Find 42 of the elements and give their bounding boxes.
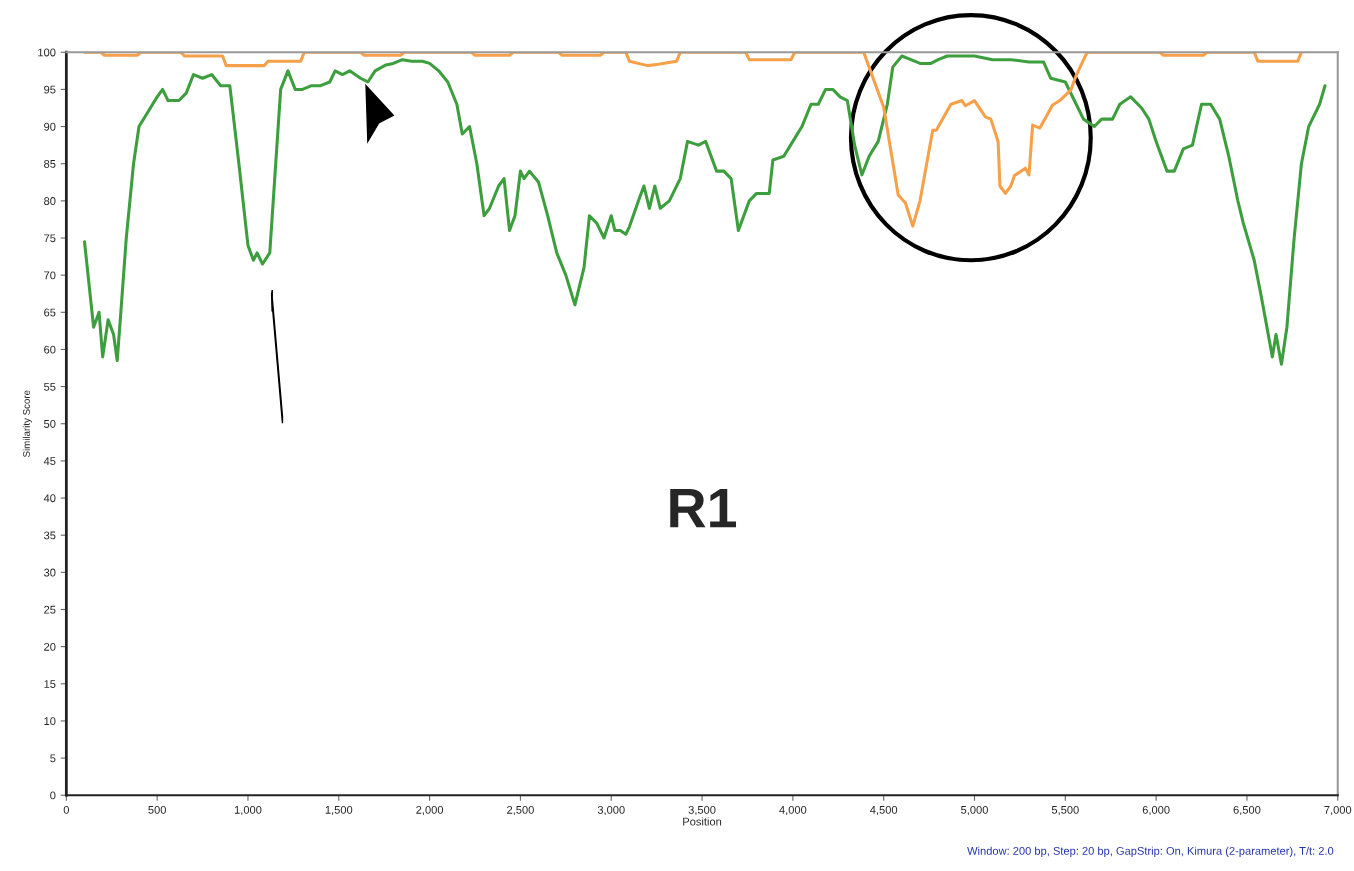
x-tick-label: 4,000 [779, 805, 807, 816]
y-tick-label: 65 [44, 308, 56, 317]
line-series [82, 52, 1303, 228]
y-tick-label: 45 [43, 457, 56, 466]
y-tick-label: 90 [44, 122, 56, 131]
y-tick-label: 30 [44, 568, 56, 577]
y-tick-label: 55 [44, 382, 56, 391]
y-tick-label: 40 [43, 494, 56, 503]
x-tick-label: 5,000 [961, 805, 988, 816]
y-tick-label: 35 [44, 531, 56, 540]
x-tick-label: 3,500 [688, 805, 716, 816]
x-axis-title: Position [683, 817, 722, 826]
x-tick-label: 1,500 [325, 805, 353, 816]
y-tick-label: 10 [44, 717, 56, 726]
y-tick-label: 5 [50, 754, 56, 763]
x-tick-label: 2,500 [507, 805, 534, 816]
x-tick-label: 4,500 [870, 805, 898, 816]
text: Window: 200 bp, Step: 20 bp, GapStrip: On, Kimura (2-parameter), T/t: 2.0 [967, 846, 1334, 858]
y-tick-label: 95 [44, 85, 56, 94]
annotation: R1 [670, 489, 737, 528]
x-tick-label: 7,000 [1324, 805, 1352, 816]
y-tick-label: 0 [50, 791, 56, 800]
x-tick-label: 3,000 [597, 805, 625, 816]
x-tick-label: 0 [63, 805, 69, 814]
x-tick-label: 6,500 [1233, 805, 1261, 816]
y-tick-label: 70 [44, 271, 56, 280]
y-tick-label: 15 [44, 680, 56, 688]
line-series [82, 54, 1327, 366]
x-tick-label: 1,000 [234, 805, 262, 816]
x-tick-label: 6,000 [1142, 805, 1170, 816]
y-tick-label: 50 [44, 420, 56, 428]
x-tick-label: 2,000 [416, 805, 444, 816]
y-tick-label: 85 [44, 159, 56, 168]
y-tick-label: 25 [44, 605, 56, 614]
y-tick-label: 100 [38, 48, 56, 57]
x-tick-label: 500 [148, 805, 166, 814]
y-tick-label: 60 [44, 345, 56, 354]
y-tick-label: 80 [44, 197, 56, 205]
y-axis-title: Similarity Score [22, 390, 32, 458]
x-tick-label: 5,500 [1051, 805, 1079, 816]
y-tick-label: 20 [44, 642, 56, 651]
y-tick-label: 75 [44, 234, 56, 243]
